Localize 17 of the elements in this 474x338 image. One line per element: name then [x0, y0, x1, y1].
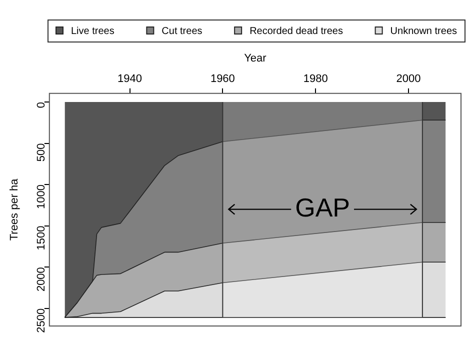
legend-label: Recorded dead trees [250, 26, 343, 37]
y-tick-label: 0 [35, 102, 48, 108]
y-tick-label: 500 [35, 143, 48, 162]
x-tick-label: 1980 [303, 72, 328, 85]
y-tick-label: 2000 [35, 267, 48, 292]
legend-label: Cut trees [162, 26, 202, 37]
legend-label: Unknown trees [390, 26, 458, 37]
y-tick-label: 2500 [35, 308, 48, 333]
x-axis-title: Year [244, 52, 267, 65]
x-tick-label: 2000 [396, 72, 421, 85]
legend-label: Live trees [71, 26, 114, 37]
y-tick-label: 1000 [35, 184, 48, 210]
x-tick-label: 1960 [210, 72, 235, 85]
y-axis-title: Trees per ha [8, 178, 21, 241]
x-tick-label: 1940 [118, 72, 142, 85]
y-tick-label: 1500 [35, 226, 48, 250]
band-label: GAP [295, 192, 350, 222]
